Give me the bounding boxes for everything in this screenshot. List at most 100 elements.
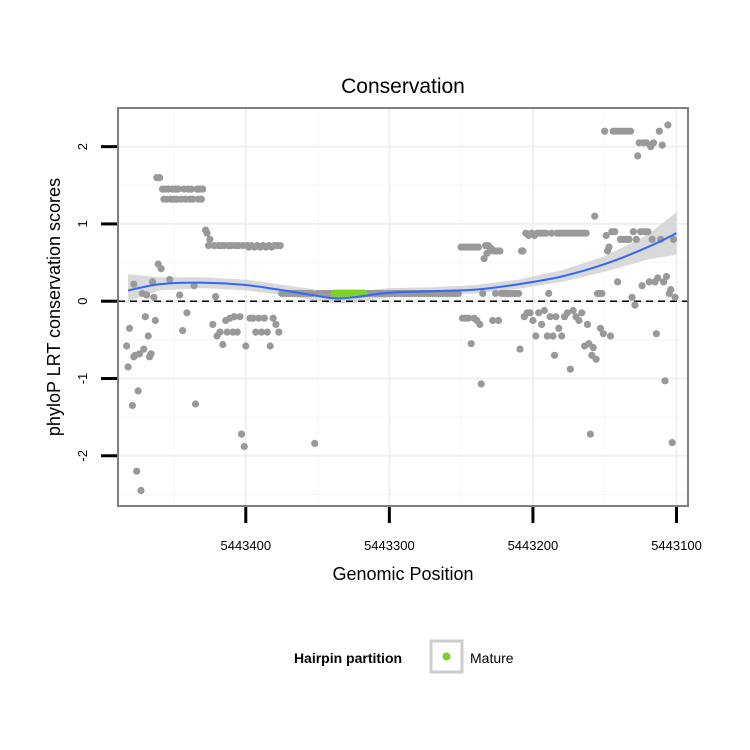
y-axis-label: phyloP LRT conservation scores [44,178,64,436]
data-point [546,313,554,321]
data-point [496,247,504,255]
major-gridlines [118,108,688,506]
data-point [189,195,197,203]
data-point [230,313,238,321]
y-tick-label: 2 [75,143,90,150]
data-point [183,309,191,317]
data-point [197,195,205,203]
data-point [242,342,250,350]
data-point [174,185,182,193]
data-point [583,320,592,328]
data-point [529,316,537,325]
data-point [479,289,487,298]
data-point [629,228,638,236]
data-point [233,328,241,336]
data-point [187,185,195,193]
data-point [190,282,198,290]
data-point [627,127,635,135]
data-point [489,316,497,325]
data-point [598,289,606,298]
legend: Hairpin partition Mature [294,639,514,674]
smooth-line-layer [127,232,677,300]
plot-background [118,108,688,506]
data-point [658,141,666,149]
data-point [625,235,633,243]
data-point [543,332,551,340]
data-point [645,278,653,286]
data-point [548,229,556,237]
data-point [575,316,583,325]
y-tick-label: -2 [75,450,90,462]
data-point [602,231,610,240]
data-point [596,324,605,332]
data-point [582,229,590,237]
x-axis-label: Genomic Position [332,564,473,584]
data-point [552,313,560,321]
data-point [538,320,546,328]
x-tick-label: 5443100 [651,538,702,553]
plot-panel [117,107,689,507]
data-point [467,340,475,348]
data-point [591,212,599,220]
data-point [140,345,148,353]
data-point [601,127,609,135]
data-point [563,309,572,317]
data-point [558,332,566,340]
data-point [662,272,671,281]
x-tick-label: 5443200 [508,538,559,553]
data-point [147,350,155,358]
data-point [542,229,550,237]
precursor-points [123,121,679,495]
data-point [631,301,639,309]
data-point [492,289,500,298]
y-tick-label: 1 [75,220,90,227]
data-point [150,293,158,301]
data-point [143,291,151,299]
y-tick-label: -1 [75,373,90,385]
data-point [611,228,619,236]
x-tick-label: 5443400 [220,538,271,553]
data-point [311,439,319,447]
data-point [606,332,615,340]
data-point [605,243,613,251]
data-point [664,121,672,129]
data-point [252,328,260,336]
data-point [124,363,132,371]
data-point [454,289,462,298]
data-point [240,442,248,451]
y-tick-label: 0 [75,298,90,305]
data-point [644,228,652,236]
data-point [176,291,184,299]
data-point [260,314,268,322]
y-axis: -2 -1 0 1 2 [75,143,117,462]
data-point [141,313,149,321]
data-point [148,278,157,286]
data-point [255,314,263,322]
data-point [133,467,141,475]
data-point [652,330,661,338]
data-point [566,365,574,373]
data-point [549,332,557,340]
data-point [654,274,662,282]
data-point [494,316,503,325]
data-point [632,235,640,243]
data-point [223,328,231,336]
data-point [526,309,534,317]
data-point [648,235,656,243]
data-point [532,332,540,340]
data-point [236,313,244,321]
data-point [135,350,144,358]
data-point [144,332,152,340]
data-point [477,380,485,388]
data-point [249,314,257,322]
data-point [276,242,284,250]
data-point [569,306,577,315]
x-axis: 5443400 5443300 5443200 5443100 [220,507,702,553]
data-point [199,185,207,193]
data-point [216,328,224,336]
data-point [130,280,138,288]
data-point [540,306,549,315]
data-point [655,127,663,135]
data-point [480,255,488,263]
